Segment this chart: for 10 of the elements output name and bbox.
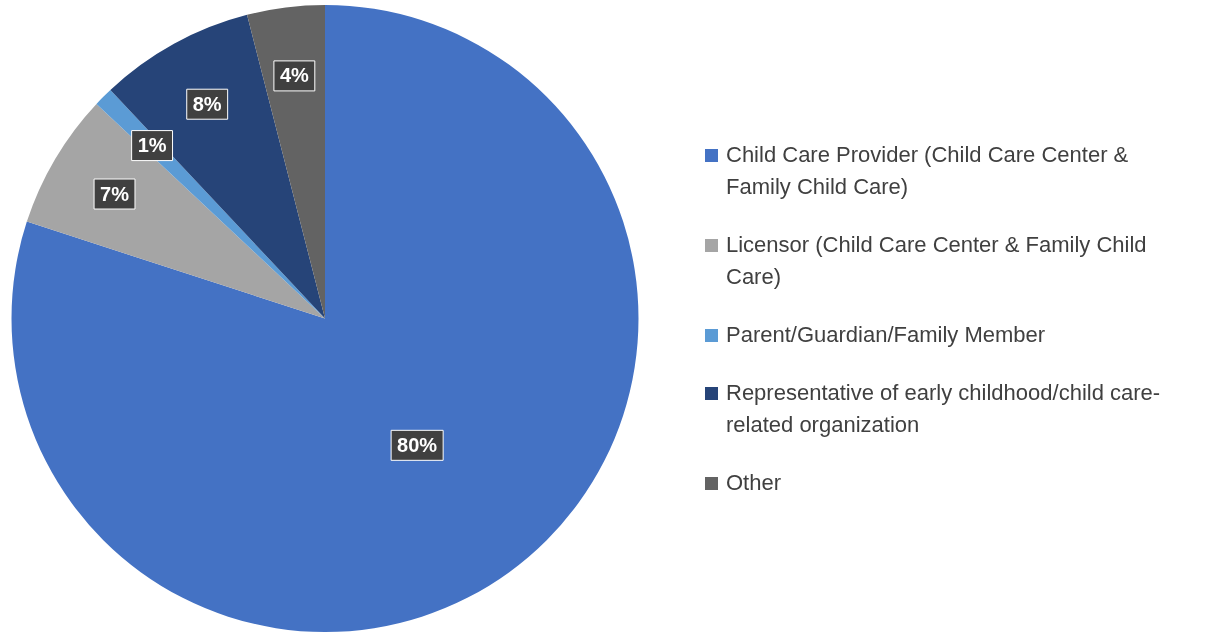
legend-label: Representative of early childhood/child care-related organization [726,378,1162,439]
data-label: 4% [279,64,310,87]
data-label: 1% [137,134,167,157]
data-label: 7% [100,182,130,205]
legend-label: Licensor (Child Care Center & Family Child Care) [726,230,1148,291]
data-label: 8% [192,92,222,115]
legend-label: Parent/Guardian/Family Member [726,320,1046,349]
data-label: 80% [397,433,438,456]
legend-label: Child Care Provider (Child Care Center & Family Child Care) [726,140,1130,201]
legend-label: Other [726,468,782,497]
